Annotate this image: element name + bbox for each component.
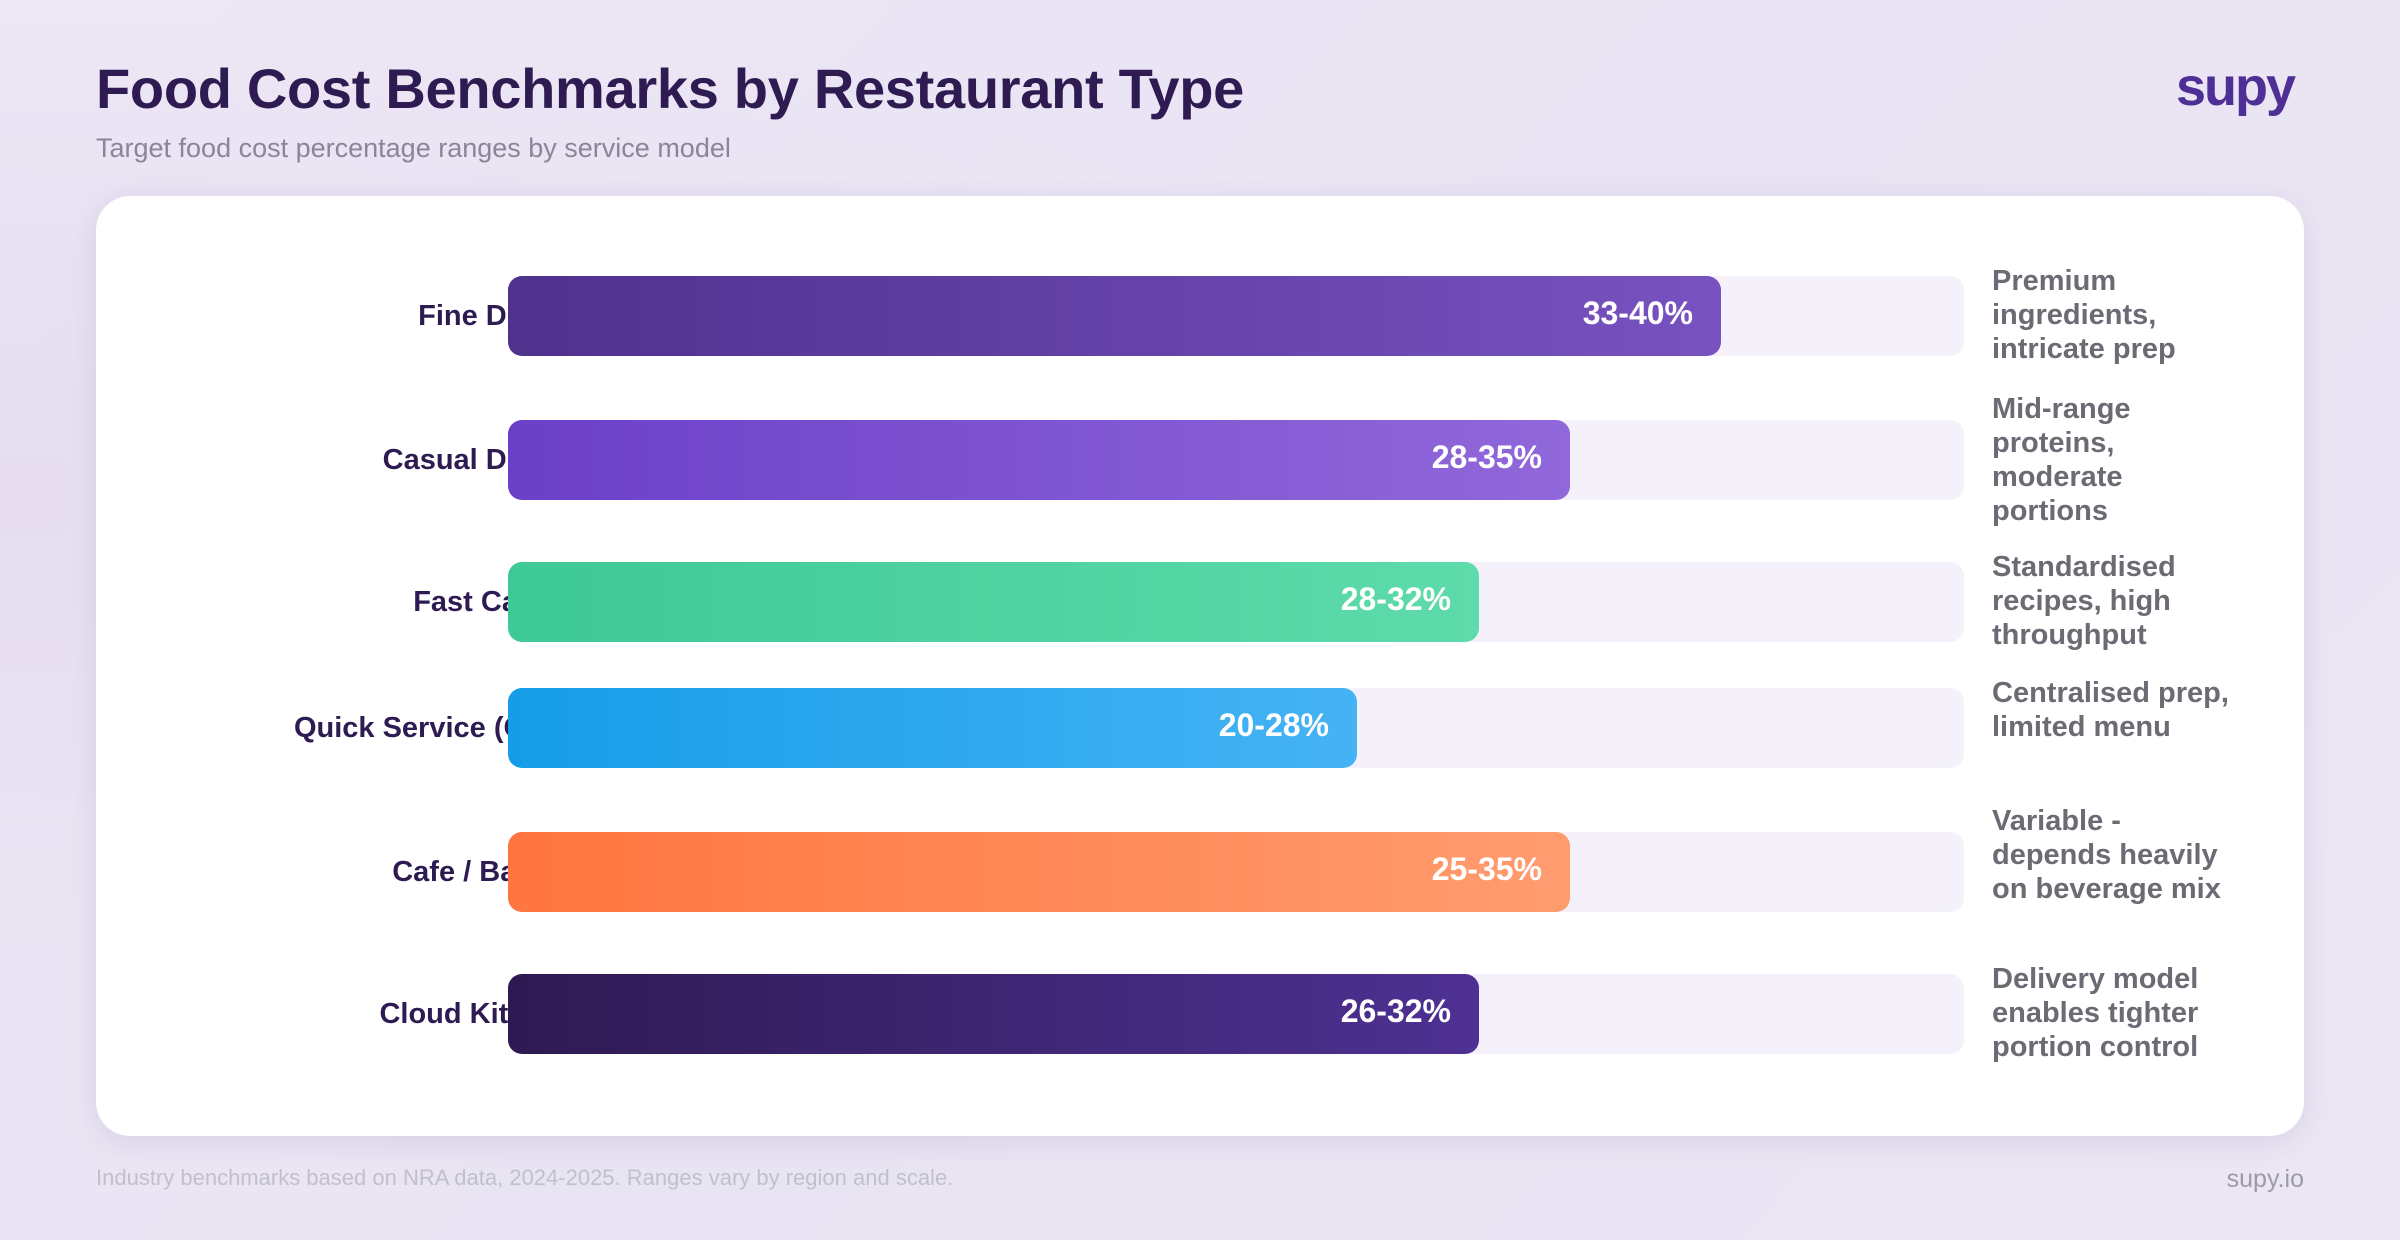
page-title: Food Cost Benchmarks by Restaurant Type bbox=[96, 57, 1244, 120]
bar-annotation: Delivery model enables tighter portion c… bbox=[1992, 963, 2199, 1063]
bar[interactable] bbox=[508, 832, 1570, 912]
bar-annotation: Standardised recipes, high throughput bbox=[1992, 551, 2176, 651]
chart-card: Fine Dining 33-40% Premium ingredients, in… bbox=[96, 196, 2304, 1136]
bar-annotation: Premium ingredients, intricate prep bbox=[1992, 265, 2176, 365]
bar-value-label: 28-35% bbox=[1431, 439, 1542, 475]
bar-value-label: 20-28% bbox=[1218, 707, 1329, 743]
bar-annotation: Centralised prep, limited menu bbox=[1992, 677, 2229, 743]
bar-value-label: 28-32% bbox=[1340, 581, 1451, 617]
brand-logo[interactable]: supy bbox=[2175, 57, 2296, 117]
bar[interactable] bbox=[508, 562, 1479, 642]
bar[interactable] bbox=[508, 688, 1357, 768]
page-subtitle: Target food cost percentage ranges by se… bbox=[96, 133, 731, 163]
bar-value-label: 26-32% bbox=[1340, 993, 1451, 1029]
footer-source-note: Industry benchmarks based on NRA data, 2… bbox=[96, 1165, 954, 1190]
bar[interactable] bbox=[508, 974, 1479, 1054]
footer-site-link[interactable]: supy.io bbox=[2226, 1165, 2304, 1193]
bar-annotation: Variable - depends heavily on beverage m… bbox=[1992, 805, 2221, 905]
bar-annotation: Mid-range proteins, moderate portions bbox=[1992, 393, 2131, 527]
bar[interactable] bbox=[508, 420, 1570, 500]
bar-value-label: 25-35% bbox=[1431, 851, 1542, 887]
bar[interactable] bbox=[508, 276, 1721, 356]
bar-value-label: 33-40% bbox=[1582, 295, 1693, 331]
